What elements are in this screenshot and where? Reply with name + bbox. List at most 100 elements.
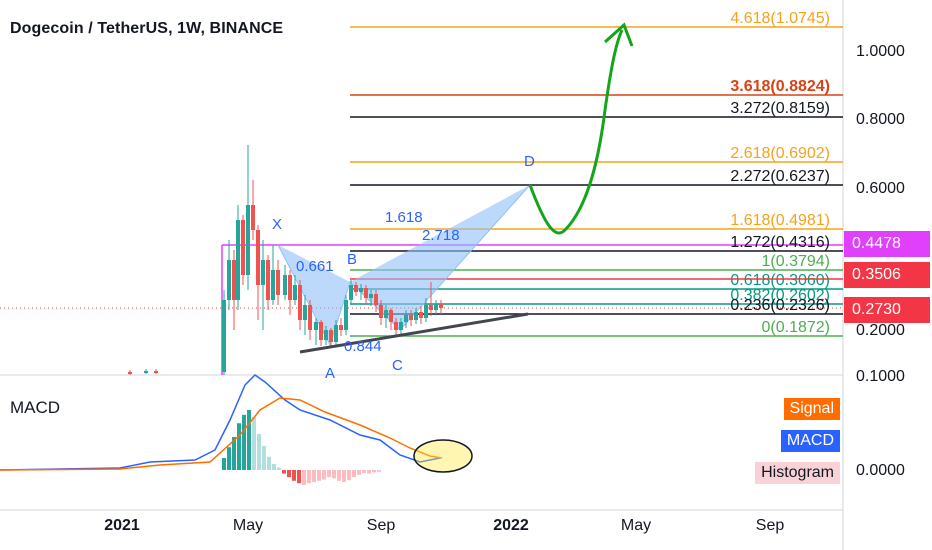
time-axis-tick: Sep: [367, 517, 396, 534]
ratio-label-abc: 0.844: [344, 338, 382, 355]
candle-body: [424, 305, 428, 318]
support-trendline: [299, 312, 529, 354]
macd-histogram-bar: [277, 467, 281, 470]
candle-body: [222, 300, 226, 372]
candle-body: [344, 300, 348, 330]
candle-body: [409, 315, 413, 320]
candle-body: [364, 288, 368, 298]
candle-body: [399, 322, 403, 330]
macd-histogram-bar: [337, 470, 341, 481]
macd-histogram-bar: [312, 470, 316, 482]
harmonic-outline: [277, 184, 531, 347]
candle-body: [349, 285, 353, 300]
fib-level-label: 1(0.3794): [762, 253, 831, 270]
macd-histogram-bar: [242, 414, 246, 470]
candle-body: [227, 260, 231, 300]
candle-body: [324, 330, 328, 340]
macd-histogram-bar: [232, 437, 236, 470]
fib-level-label: 2.272(0.6237): [730, 168, 830, 185]
pattern-point-c: C: [392, 357, 403, 374]
macd-histogram-bar: [282, 470, 286, 474]
candle-body: [308, 305, 312, 330]
macd-histogram-bar: [227, 447, 231, 470]
fib-level-label: 0.618(0.3060): [730, 272, 830, 289]
price-axis-tick: 1.0000: [856, 43, 905, 60]
candle-body: [261, 260, 265, 285]
macd-histogram-bar: [287, 470, 291, 478]
macd-histogram-bar: [367, 470, 371, 474]
time-axis-tick: Sep: [756, 517, 785, 534]
legend-signal[interactable]: Signal: [783, 398, 840, 420]
fib-level-label: 2.618(0.6902): [730, 145, 830, 162]
harmonic-bcd-fill: [350, 185, 530, 330]
chart-title: Dogecoin / TetherUS, 1W, BINANCE: [10, 20, 284, 37]
price-axis-tick: 0.8000: [856, 111, 905, 128]
candle-body: [334, 325, 338, 342]
ratio-label-bc: 1.618: [385, 209, 423, 226]
macd-histogram-bar: [247, 410, 251, 470]
macd-histogram-bar: [272, 464, 276, 470]
time-axis-tick: 2021: [104, 517, 140, 534]
macd-histogram-bar: [377, 470, 381, 472]
candle-body: [429, 305, 433, 310]
macd-line: [0, 374, 441, 471]
macd-histogram-bar: [362, 470, 366, 473]
macd-histogram-bar: [327, 470, 331, 478]
fib-level-label: 1.272(0.4316): [730, 234, 830, 251]
candle-body: [246, 205, 250, 275]
candle-body: [271, 270, 275, 300]
time-axis-tick: May: [621, 517, 651, 534]
candle-body: [276, 270, 280, 295]
candle-body: [154, 371, 158, 373]
fib-level-label: 4.618(1.0745): [730, 10, 830, 27]
price-tag-resistance: 0.3506: [844, 262, 930, 288]
harmonic-xab-fill: [278, 245, 350, 345]
candle-body: [379, 305, 383, 318]
macd-histogram-bar: [297, 470, 301, 484]
macd-axis-tick: 0.0000: [856, 462, 905, 479]
legend-histogram[interactable]: Histogram: [755, 462, 840, 484]
macd-histogram-bar: [307, 470, 311, 484]
fib-level-label: 0.236(0.2326): [730, 297, 830, 314]
macd-histogram-bar: [267, 456, 271, 470]
candle-body: [394, 322, 398, 330]
projection-path: [528, 29, 624, 235]
macd-histogram-bar: [257, 434, 261, 470]
fib-level-label: 3.272(0.8159): [730, 100, 830, 117]
candle-body: [283, 275, 287, 295]
macd-histogram-bar: [352, 470, 356, 478]
time-axis-tick: 2022: [493, 517, 529, 534]
legend-macd[interactable]: MACD: [780, 430, 840, 452]
macd-histogram-bar: [237, 423, 241, 470]
candle-body: [419, 312, 423, 318]
crossover-highlight: [413, 439, 473, 473]
candle-body: [404, 315, 408, 322]
candle-body: [434, 304, 438, 310]
pattern-point-x: X: [272, 216, 282, 233]
price-tag-last-price: 0.2730: [844, 297, 930, 323]
candle-body: [251, 205, 255, 230]
price-axis-tick: 0.6000: [856, 180, 905, 197]
projection-arrowhead: [603, 22, 634, 47]
macd-histogram-bar: [347, 470, 351, 481]
candle-body: [339, 325, 343, 330]
pattern-point-b: B: [347, 251, 357, 268]
price-tag-magenta: 0.4478: [844, 231, 930, 257]
candle-body: [241, 220, 245, 275]
candle-body: [128, 372, 132, 374]
macd-histogram-bar: [252, 417, 256, 470]
candle-body: [298, 285, 302, 320]
candle-body: [314, 322, 318, 330]
macd-histogram-bar: [322, 470, 326, 480]
macd-histogram-bar: [332, 470, 336, 479]
macd-histogram-bar: [317, 470, 321, 481]
candle-body: [329, 330, 333, 342]
pattern-point-d: D: [524, 153, 535, 170]
candle-body: [359, 288, 363, 292]
candle-body: [354, 285, 358, 292]
macd-histogram-bar: [292, 470, 296, 481]
candle-body: [236, 220, 240, 300]
candle-body: [369, 294, 373, 298]
candle-body: [144, 371, 148, 373]
